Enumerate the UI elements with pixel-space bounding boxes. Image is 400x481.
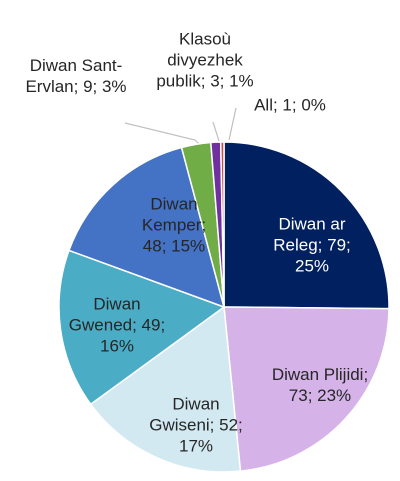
- pie-slice: [223, 306, 390, 472]
- data-label: Diwan Kemper; 48; 15%: [141, 194, 207, 256]
- data-label: Diwan Gwened; 49; 16%: [68, 294, 166, 356]
- pie-slice: [89, 305, 242, 473]
- data-label: Diwan ar Releg; 79; 25%: [273, 214, 351, 276]
- pie-slice: [223, 141, 390, 310]
- pie-slice: [68, 146, 226, 309]
- leader-line: [228, 107, 237, 141]
- data-label: Diwan Sant-Ervlan; 9; 3%: [25, 56, 127, 96]
- data-label: Klasoù divyezhek publik; 3; 1%: [156, 29, 254, 91]
- pie-slice: [58, 249, 226, 406]
- data-label: All; 1; 0%: [254, 95, 326, 115]
- leader-line: [212, 121, 220, 142]
- pie-slice: [219, 141, 225, 308]
- data-label: Diwan Gwiseni; 52; 17%: [149, 394, 243, 456]
- data-label: Diwan Plijidi; 73; 23%: [271, 365, 369, 405]
- leader-line: [124, 122, 201, 146]
